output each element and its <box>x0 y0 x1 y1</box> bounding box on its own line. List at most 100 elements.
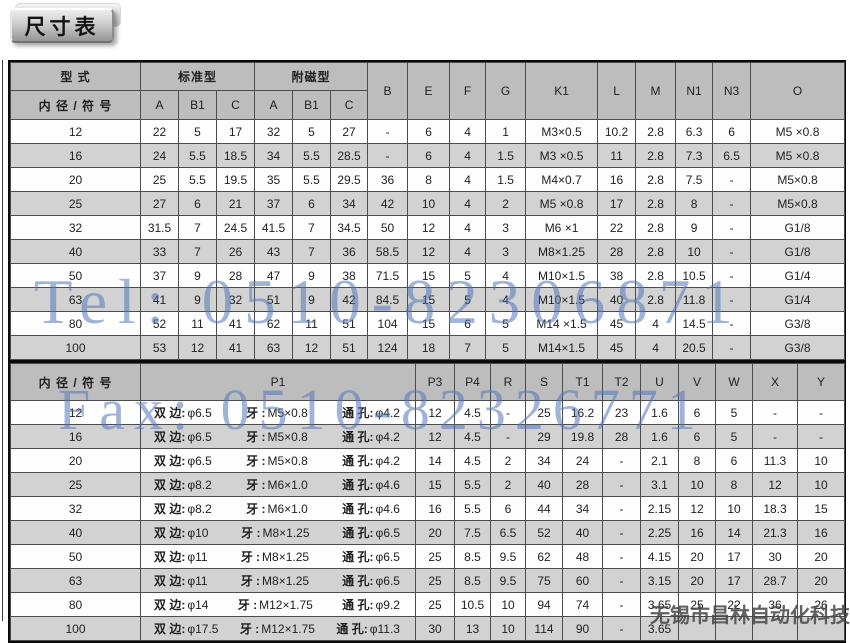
value-cell: 71.5 <box>367 263 409 288</box>
header-N1: N1 <box>675 62 714 120</box>
value-cell: M3 ×0.5 <box>525 143 599 168</box>
value-cell: 8 <box>715 472 753 497</box>
value-cell: 41 <box>140 287 179 312</box>
value-cell: 4.5 <box>454 448 491 473</box>
value-cell: 21.3 <box>752 520 798 545</box>
value-cell: 22 <box>597 215 637 240</box>
value-cell: 2.8 <box>635 167 677 192</box>
value-cell: 34 <box>254 143 294 168</box>
p1-group: 通 孔: φ9.2 <box>342 596 400 613</box>
value-cell: 34 <box>330 191 369 216</box>
header-O: O <box>750 62 846 120</box>
value-cell: 15 <box>797 496 845 521</box>
value-cell: 5.5 <box>454 472 491 497</box>
value-cell: 44 <box>525 496 563 521</box>
value-cell: 40 <box>525 472 563 497</box>
table-row: 50 双 边: φ11 牙 : M8×1.25 通 孔: φ6.5 25 8.5 9.5 62 48-… <box>10 544 845 569</box>
table-row: 16 双 边: φ6.5 牙 : M5×0.8 通 孔: φ4.2 12 4.5-29 19.8 2… <box>10 424 845 449</box>
value-cell: 8 <box>407 167 451 192</box>
bore-cell: 50 <box>10 263 141 288</box>
lower-table-body: 12 双 边: φ6.5 牙 : M5×0.8 通 孔: φ4.2 12 4.5-25 16.2 2… <box>10 400 845 641</box>
value-cell: 28 <box>597 239 637 264</box>
p1-label: 牙 : <box>237 598 258 612</box>
value-cell: 7 <box>292 239 332 264</box>
value-cell: 18.3 <box>752 496 798 521</box>
header-standard-type: 标准型 <box>139 62 256 91</box>
p1-value: M8×1.25 <box>262 526 310 540</box>
value-cell: 10 <box>675 239 714 264</box>
table-row: 63 41 9 32 51 9 42 84.5 15 5 4 M10×1.5 40 2.8 11.8- G1/… <box>10 287 846 312</box>
value-cell: 37 <box>140 263 179 288</box>
p1-group: 通 孔: φ6.5 <box>342 524 400 541</box>
p1-label: 牙 : <box>246 406 266 420</box>
value-cell: - <box>712 167 752 192</box>
value-cell: M5 ×0.8 <box>750 119 846 144</box>
p1-value: φ14 <box>187 598 209 612</box>
p1-value: φ17.5 <box>187 622 219 636</box>
value-cell: 31.5 <box>140 215 179 240</box>
table-row: 12 22 5 17 32 5 27-6 4 1 M3×0.5 10.2 2.8 6.3 6 M5 ×0.8 <box>10 119 846 144</box>
value-cell: 20 <box>678 544 716 569</box>
p1-value: φ4.2 <box>375 454 400 468</box>
header-V: V <box>678 363 716 401</box>
value-cell: 9 <box>178 263 217 288</box>
p1-value: φ11 <box>187 550 208 564</box>
value-cell: 10 <box>797 472 845 497</box>
value-cell: 12 <box>415 424 455 449</box>
value-cell: 36 <box>752 592 798 617</box>
p1-group: 双 边: φ6.5 <box>154 428 212 445</box>
value-cell: 11 <box>597 143 637 168</box>
value-cell: 17 <box>597 191 637 216</box>
table-row: 63 双 边: φ11 牙 : M8×1.25 通 孔: φ6.5 25 8.5 9.5 75 60-… <box>10 568 845 593</box>
value-cell: 16 <box>678 520 716 545</box>
value-cell: 94 <box>525 592 563 617</box>
value-cell: 27 <box>140 191 179 216</box>
value-cell: 1.6 <box>640 424 679 449</box>
p1-label: 牙 : <box>240 574 261 588</box>
value-cell: 6.5 <box>712 143 752 168</box>
value-cell: M4×0.7 <box>525 167 599 192</box>
value-cell: 2.8 <box>635 263 677 288</box>
value-cell: 52 <box>140 311 179 336</box>
value-cell: 8.5 <box>454 568 491 593</box>
p1-label: 双 边: <box>154 502 186 516</box>
value-cell: 34 <box>562 496 603 521</box>
value-cell: 62 <box>525 544 563 569</box>
value-cell: M5×0.8 <box>750 191 846 216</box>
p1-group: 双 边: φ11 <box>154 572 208 589</box>
value-cell: 5 <box>178 119 217 144</box>
value-cell: 18.5 <box>215 143 256 168</box>
value-cell: 6 <box>178 191 217 216</box>
value-cell: 42 <box>330 287 369 312</box>
value-cell: 32 <box>254 119 294 144</box>
p1-groups: 双 边: φ6.5 牙 : M5×0.8 通 孔: φ4.2 <box>142 428 414 445</box>
value-cell: 7.5 <box>675 167 714 192</box>
p1-group: 牙 : M12×1.75 <box>238 596 313 613</box>
value-cell: 51 <box>330 311 369 336</box>
value-cell: 4.5 <box>454 400 491 425</box>
bore-cell: 80 <box>10 311 141 336</box>
bore-cell: 12 <box>10 400 141 425</box>
value-cell: - <box>490 400 526 425</box>
value-cell: 2.8 <box>635 191 677 216</box>
value-cell: 4 <box>485 287 527 312</box>
p1-value: φ6.5 <box>187 406 212 420</box>
value-cell: 4 <box>485 263 527 288</box>
value-cell: 23 <box>602 400 641 425</box>
value-cell: 5.5 <box>292 143 332 168</box>
value-cell: M6 ×1 <box>525 215 599 240</box>
value-cell: 2.8 <box>635 287 677 312</box>
value-cell: 36 <box>367 167 409 192</box>
p1-group: 通 孔: φ6.5 <box>342 548 400 565</box>
value-cell: 38 <box>330 263 369 288</box>
bore-cell: 40 <box>10 239 141 264</box>
p1-group: 牙 : M8×1.25 <box>241 548 309 565</box>
value-cell: 32 <box>215 287 256 312</box>
value-cell: 11.3 <box>752 448 798 473</box>
value-cell: 12 <box>752 472 798 497</box>
p1-value: φ6.5 <box>187 430 212 444</box>
value-cell: 6 <box>490 496 526 521</box>
value-cell: 19.8 <box>562 424 603 449</box>
p1-label: 通 孔: <box>336 622 368 636</box>
value-cell: 40 <box>562 520 603 545</box>
